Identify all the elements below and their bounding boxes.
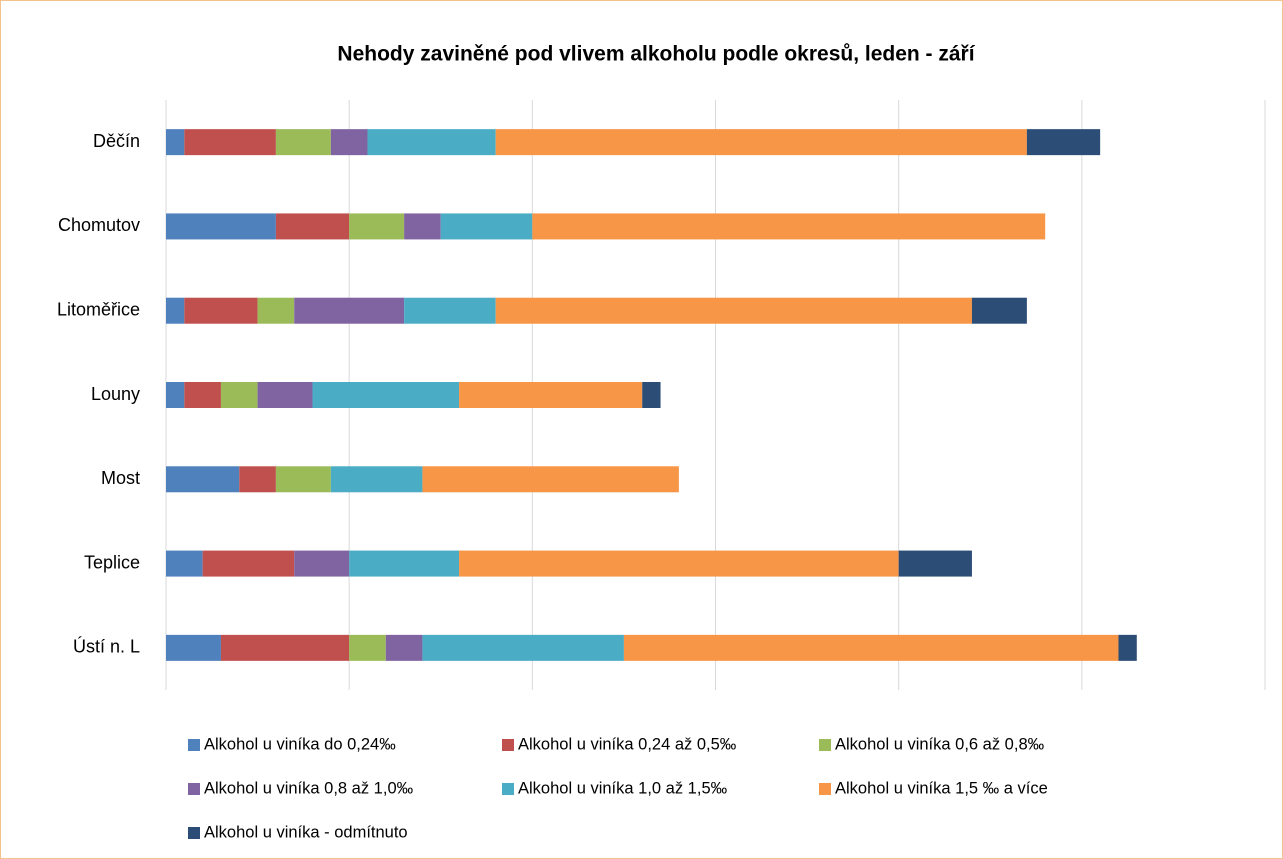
legend-label: Alkohol u viníka 1,0 až 1,5‰ [518, 779, 728, 797]
bar-segment [202, 550, 295, 577]
legend-swatch [502, 783, 514, 795]
bar-segment [166, 297, 185, 324]
y-tick-label: Děčín [93, 131, 140, 151]
bar-segment [440, 213, 533, 240]
y-tick-label: Ústí n. L [73, 636, 140, 657]
bar-segment [257, 382, 313, 408]
bar-segment [184, 129, 276, 156]
bar-segment [220, 382, 258, 408]
bar-segment [459, 382, 643, 408]
legend-swatch [502, 739, 514, 751]
bar-segment [184, 297, 258, 324]
bar-segment [166, 550, 203, 577]
bar-segment [532, 213, 1046, 240]
legend-swatch [188, 783, 200, 795]
bar-segment [1118, 634, 1137, 661]
y-tick-label: Louny [91, 384, 140, 404]
bar-segment [404, 213, 441, 240]
legend-label: Alkohol u viníka 1,5 ‰ a více [835, 779, 1048, 797]
legend-label: Alkohol u viníka 0,24 až 0,5‰ [518, 735, 737, 753]
bar-segment [166, 129, 185, 156]
legend-label: Alkohol u viníka - odmítnuto [204, 823, 408, 841]
bar-segment [349, 213, 405, 240]
bar-segment [495, 297, 972, 324]
bar-segment [459, 550, 899, 577]
bar-segment [495, 129, 1027, 156]
bar-segment [257, 297, 295, 324]
legend-label: Alkohol u viníka 0,8 až 1,0‰ [204, 779, 414, 797]
bar-segment [623, 634, 1119, 661]
bar-segment [642, 382, 661, 408]
y-tick-label: Litoměřice [57, 299, 140, 319]
bar-segment [166, 213, 276, 240]
y-tick-label: Most [101, 468, 140, 488]
bar-segment [422, 466, 679, 493]
bar-segment [367, 129, 496, 156]
bar-segment [275, 129, 331, 156]
bar-segment [294, 550, 350, 577]
bar-segment [166, 466, 240, 493]
bar-segment [220, 634, 350, 661]
bar-segment [275, 213, 350, 240]
y-tick-label: Teplice [84, 552, 140, 572]
bar-segment [239, 466, 276, 493]
bar-segment [184, 382, 221, 408]
legend-label: Alkohol u viníka do 0,24‰ [204, 735, 396, 753]
bar-segment [1026, 129, 1101, 156]
bar-segment [971, 297, 1027, 324]
legend-swatch [188, 827, 200, 839]
legend-swatch [819, 783, 831, 795]
bar-segment [404, 297, 496, 324]
bar-segment [349, 634, 386, 661]
bar-segment [422, 634, 624, 661]
bar-segment [166, 634, 221, 661]
bar-segment [275, 466, 331, 493]
legend-label: Alkohol u viníka 0,6 až 0,8‰ [835, 735, 1045, 753]
bar-segment [294, 297, 405, 324]
bar-segment [166, 382, 185, 408]
bar-segment [349, 550, 460, 577]
bar-segment [330, 466, 423, 493]
bar-segment [312, 382, 460, 408]
legend-swatch [188, 739, 200, 751]
legend-swatch [819, 739, 831, 751]
chart-title: Nehody zaviněné pod vlivem alkoholu podl… [337, 43, 975, 66]
bar-segment [898, 550, 972, 577]
bar-segment [385, 634, 423, 661]
bar-segment [330, 129, 368, 156]
y-tick-label: Chomutov [58, 215, 140, 235]
